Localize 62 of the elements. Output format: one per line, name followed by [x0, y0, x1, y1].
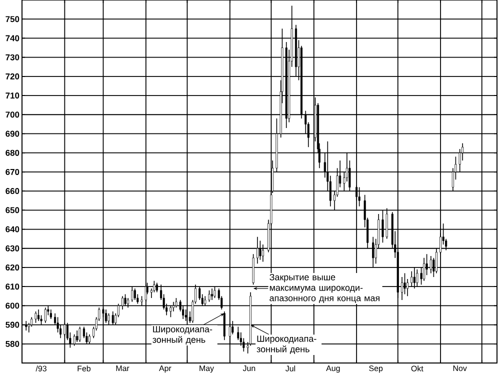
candlestick: [124, 294, 126, 306]
candlestick: [50, 309, 52, 320]
candlestick: [208, 290, 210, 302]
candlestick: [410, 270, 413, 287]
candlestick: [37, 309, 40, 322]
y-tick-label: 650: [6, 207, 20, 214]
candlestick: [44, 307, 46, 324]
annotation: Широкодиапа-зонный день: [152, 326, 212, 345]
y-tick-label: 730: [6, 54, 20, 60]
y-tick-label: 640: [6, 226, 20, 232]
candlestick: [204, 296, 206, 306]
candlestick: [423, 258, 426, 282]
candlestick: [108, 312, 110, 326]
candlestick: [358, 186, 360, 207]
candlestick: [426, 254, 428, 276]
candlestick: [131, 286, 134, 302]
annotation: Закрытие выше максимума широкоди-апазонного дня конца мая: [270, 274, 380, 303]
candlestick: [232, 320, 234, 335]
y-tick-label: 690: [6, 130, 20, 137]
candlestick: [175, 298, 178, 308]
y-tick-label: 630: [6, 245, 20, 252]
candlestick: [140, 296, 143, 306]
y-tick-label: 590: [6, 322, 20, 328]
candlestick: [262, 244, 264, 262]
candlestick: [214, 286, 216, 298]
candlestick: [112, 311, 114, 326]
candlestick: [413, 267, 416, 289]
candlestick: [259, 240, 262, 260]
annotation: Широкодиапа-зонный день: [256, 336, 316, 354]
y-tick-label: 620: [6, 264, 20, 270]
y-tick-label: 610: [6, 284, 20, 290]
candlestick: [104, 309, 108, 324]
candlestick: [156, 282, 158, 293]
candlestick: [400, 276, 404, 300]
y-tick-label: 740: [6, 35, 20, 42]
y-tick-label: 750: [6, 16, 20, 22]
candlestick: [386, 208, 388, 240]
candlestick: [210, 288, 214, 300]
y-tick-label: 660: [6, 188, 20, 194]
candlestick: [126, 298, 130, 308]
y-tick-label: 580: [6, 340, 20, 347]
candlestick: [382, 210, 384, 244]
y-tick-label: 720: [6, 73, 20, 80]
candlestick: [416, 268, 418, 287]
candlestick: [34, 311, 37, 324]
candlestick: [121, 296, 124, 310]
candlestick: [170, 305, 172, 318]
y-tick-label: 700: [6, 112, 20, 118]
y-tick-label: 600: [6, 302, 20, 309]
candlestick: [372, 236, 374, 268]
candlestick: [184, 309, 187, 322]
candlestick: [435, 248, 438, 274]
y-tick-label: 680: [6, 150, 20, 156]
candlestick: [430, 256, 432, 274]
y-tick-label: 710: [6, 92, 20, 99]
candlestick: [406, 278, 409, 297]
candlestick: [25, 320, 28, 331]
candlestick: [404, 272, 406, 295]
candlestick: [134, 288, 136, 300]
candlestick: [256, 236, 258, 264]
candlestick: [420, 267, 422, 286]
y-tick-label: 670: [6, 168, 20, 175]
